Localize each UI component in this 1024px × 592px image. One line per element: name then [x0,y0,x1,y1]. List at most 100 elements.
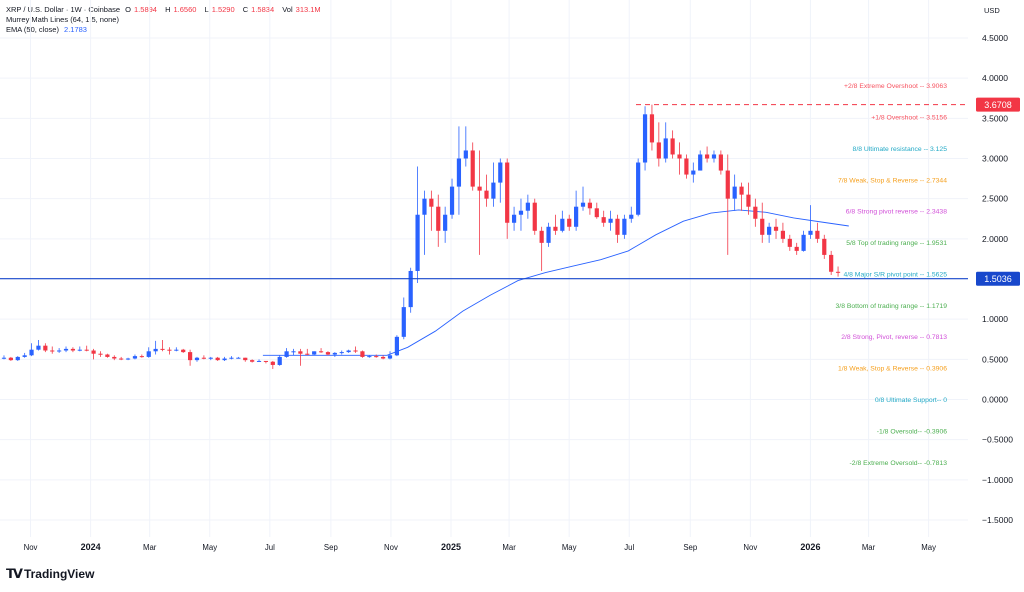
candle-body [587,202,593,209]
murrey-line-label: 2/8 Strong, Pivot, reverse -- 0.7813 [841,334,947,341]
candle-body [394,336,399,356]
candle-body [263,360,269,362]
candle-body [29,349,34,356]
volume: Vol 313.1M [282,5,323,14]
candle-body [449,186,455,215]
candle-body [153,348,158,352]
candle-body [146,351,151,357]
candle-body [132,356,138,359]
indicator-murrey-label: Murrey Math Lines (64, 1.5, none) [6,15,119,24]
candle-body [773,226,779,231]
ohlc-close: C 1.5834 [243,5,277,14]
y-tick-label: −1.0000 [982,475,1013,485]
x-tick-label: Mar [502,543,516,552]
x-tick-label: May [921,543,936,552]
candle-body [498,162,503,183]
x-tick-label: Nov [743,543,757,552]
ema-50-line [262,209,849,356]
candle-body [339,352,344,354]
candle-body [194,357,200,361]
high-label: H [165,5,171,14]
y-tick-label: 3.0000 [982,154,1008,164]
candle-body [422,198,427,215]
candle-body [415,214,420,271]
y-tick-label: 2.0000 [982,234,1008,244]
murrey-line-label: +2/8 Extreme Overshoot -- 3.9063 [844,83,947,90]
candle-body [753,206,758,219]
candle-body [374,356,379,358]
candle-body [670,138,675,155]
candle-body [484,190,489,199]
candle-body [787,238,792,247]
chart-legend-symbol-row: XRP / U.S. Dollar · 1W · Coinbase O 1.589… [6,5,327,15]
candle-body [718,154,723,171]
candle-body [1,357,7,359]
tradingview-logo-icon: 𝗧𝗩 [6,566,23,581]
candle-body [525,202,530,211]
candle-body [546,226,551,243]
candle-body [829,254,834,272]
candle-body [663,138,668,159]
volume-label: Vol [282,5,293,14]
candle-body [470,150,475,187]
candle-body [401,307,406,337]
y-tick-label: 3.5000 [982,113,1008,123]
candle-body [456,158,462,187]
murrey-line-label: 3/8 Bottom of trading range -- 1.1719 [836,303,948,310]
price-tag-box [976,271,1020,286]
candle-body [325,352,331,355]
candle-body [436,206,441,231]
candle-body [808,230,813,235]
indicator-murrey-row[interactable]: Murrey Math Lines (64, 1.5, none) [6,15,122,25]
x-tick-label: 2024 [81,542,101,552]
x-tick-label: Sep [324,543,339,552]
candle-body [222,358,227,361]
low-label: L [204,5,209,14]
price-tag-text: 3.6708 [984,100,1012,110]
candle-body [835,271,841,273]
candle-body [167,349,172,351]
x-tick-label: Nov [384,543,398,552]
candle-body [84,349,89,351]
indicator-ema-row[interactable]: EMA (50, close) 2.1783 [6,25,90,35]
candle-body [215,357,220,361]
candle-body [636,162,641,215]
candle-body [139,356,144,358]
x-tick-label: 2026 [800,542,820,552]
x-tick-label: Jul [265,543,275,552]
candle-body [105,354,110,357]
tradingview-logo[interactable]: 𝗧𝗩 TradingView [6,566,94,582]
candle-body [746,194,751,207]
candle-body [291,351,296,353]
candle-body [360,351,365,357]
ohlc-open: O 1.5894 [125,5,160,14]
candle-body [36,345,41,350]
candle-body [98,353,103,355]
candle-body [367,356,372,358]
candle-body [822,238,827,255]
y-tick-label: 4.0000 [982,73,1008,83]
candle-body [615,218,620,235]
candle-body [732,186,737,199]
candle-body [346,350,351,353]
candle-body [22,355,27,357]
candle-body [381,356,386,359]
candle-body [15,356,20,361]
candle-body [725,170,730,199]
price-tag-box [976,97,1020,112]
candle-body [760,218,765,235]
murrey-line-label: 0/8 Ultimate Support-- 0 [875,397,947,404]
candle-body [256,360,262,362]
murrey-line-label: 4/8 Major S/R pivot point -- 1.5625 [843,271,947,278]
candle-body [63,348,69,351]
y-tick-label: −0.5000 [982,435,1013,445]
candle-body [691,170,696,175]
candle-body [236,357,241,359]
candle-body [601,217,606,223]
close-label: C [242,5,249,14]
symbol-title[interactable]: XRP / U.S. Dollar · 1W · Coinbase [6,5,121,14]
candle-body [594,208,599,218]
candle-body [622,218,627,235]
candle-body [332,352,337,355]
